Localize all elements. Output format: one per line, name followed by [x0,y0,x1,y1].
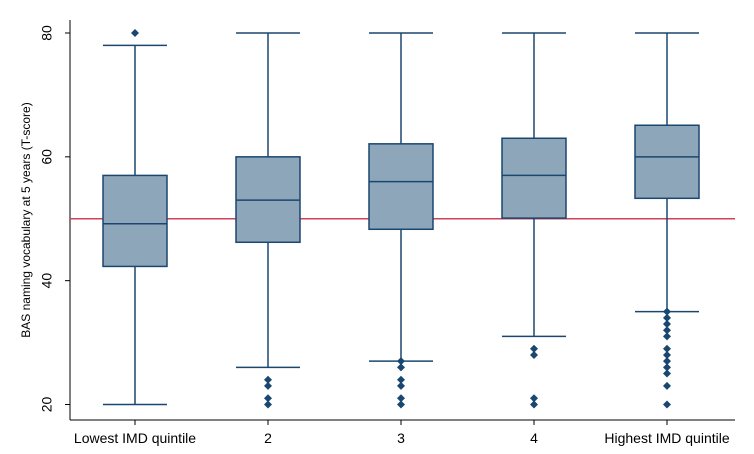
x-tick-label: Highest IMD quintile [604,430,729,446]
outlier-marker [663,313,671,322]
outlier-marker [663,307,671,316]
outlier-marker [663,332,671,341]
y-tick-label: 80 [39,25,55,41]
outlier-marker [530,400,538,409]
outlier-marker [264,375,272,384]
outlier-marker [663,350,671,359]
outlier-marker [663,381,671,390]
x-tick-label: Lowest IMD quintile [74,430,196,446]
outlier-marker [663,400,671,409]
iqr-box [102,174,168,268]
y-tick-label: 20 [39,397,55,413]
outlier-marker [397,394,405,403]
x-tick-label: 4 [530,430,538,446]
outlier-marker [397,381,405,390]
outlier-marker [397,375,405,384]
outlier-marker [530,394,538,403]
y-axis-title: BAS naming vocabulary at 5 years (T-scor… [19,102,33,337]
x-tick-label: 3 [397,430,405,446]
outlier-marker [397,357,405,366]
outlier-marker [397,400,405,409]
outlier-marker [264,381,272,390]
outlier-marker [264,400,272,409]
outlier-marker [530,344,538,353]
outlier-marker [264,394,272,403]
outlier-marker [530,350,538,359]
y-tick-label: 60 [39,149,55,165]
x-tick-label: 2 [264,430,272,446]
outlier-marker [663,326,671,335]
iqr-box [501,137,567,219]
iqr-box [368,143,434,231]
outlier-marker [663,363,671,372]
outlier-marker [663,357,671,366]
plot-area: 20 40 60 80 Lowest IMD quintile 2 3 4 Highest IM… [39,20,735,446]
outlier-marker [131,29,139,37]
y-tick-label: 40 [39,273,55,289]
outlier-marker [663,344,671,353]
outlier-marker [663,320,671,329]
outlier-marker [397,363,405,372]
outlier-marker [663,369,671,378]
iqr-box [634,124,700,200]
